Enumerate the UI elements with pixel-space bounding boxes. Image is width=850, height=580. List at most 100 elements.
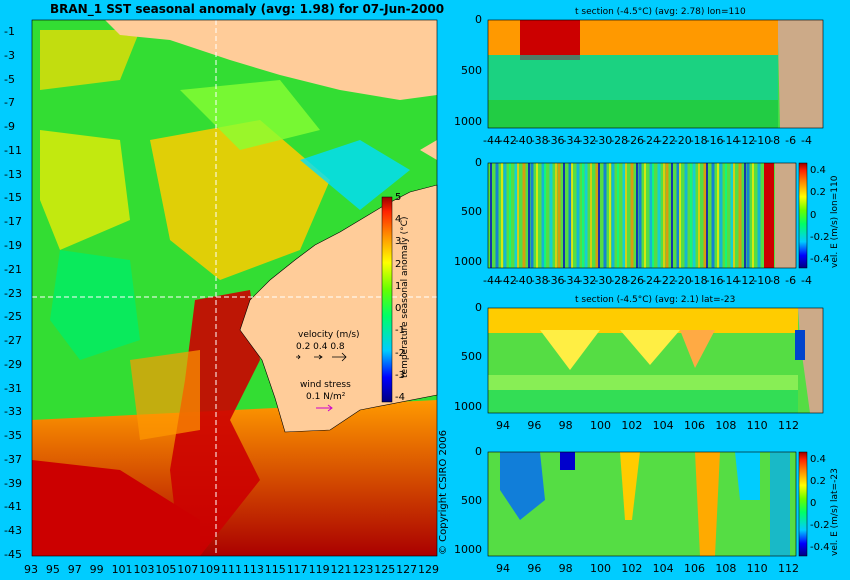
section-x-tick: -40	[514, 134, 533, 147]
section-x-tick: -16	[705, 134, 724, 147]
map-colorbar-tick: -2	[395, 347, 405, 359]
velocity-stripe	[541, 163, 545, 268]
p1-hot-core	[520, 20, 580, 60]
indonesia-land	[105, 20, 437, 100]
section-x-tick: 102	[621, 562, 643, 575]
map-y-tick: -27	[4, 334, 22, 348]
velocity-stripe	[495, 163, 499, 268]
p4-westward-core-1	[500, 452, 545, 520]
map-x-tick: 93	[24, 563, 38, 576]
section-x-tick: -14	[721, 134, 740, 147]
map-colorbar-tick: 2	[395, 258, 402, 270]
section-x-tick: 108	[715, 562, 737, 575]
section-x-tick: 104	[652, 562, 674, 575]
section-x-tick: -44	[483, 274, 501, 287]
p2-colorbar-gradient	[798, 162, 808, 269]
velocity-stripe	[649, 163, 653, 268]
velocity-stripe	[703, 163, 707, 268]
map-title: BRAN_1 SST seasonal anomaly (avg: 1.98) …	[50, 2, 445, 16]
velocity-stripe	[528, 163, 530, 268]
section-y-tick: 1000	[454, 542, 482, 556]
section-x-tick: 108	[715, 419, 737, 432]
west-green-patch	[50, 250, 140, 360]
p4-coastal-band	[770, 452, 790, 556]
map-y-tick: -37	[4, 452, 22, 466]
velocity-stripe	[733, 163, 735, 268]
p3-title: t section (-4.5°C) (avg: 2.1) lat=-23	[575, 295, 736, 305]
velocity-stripe	[517, 163, 519, 268]
velocity-stripe	[625, 163, 627, 268]
central-warm-patch	[150, 120, 330, 280]
p4-colorbar-gradient	[798, 451, 808, 557]
section-x-tick: 110	[746, 562, 768, 575]
velocity-stripe	[711, 163, 715, 268]
map-x-tick: 125	[374, 563, 396, 576]
p1-title: t section (-4.5°C) (avg: 2.78) lon=110	[575, 7, 746, 17]
map-colorbar-tick: -1	[395, 325, 405, 337]
map-colorbar-tick: -4	[395, 392, 405, 403]
sst-map	[31, 19, 438, 557]
velocity-legend-values: 0.2 0.4 0.8	[296, 342, 345, 352]
velocity-stripe	[644, 163, 646, 268]
p2-boundary-jet	[764, 163, 774, 268]
t-section-lat-panel	[487, 307, 824, 414]
section-x-tick: -4	[801, 274, 812, 287]
map-x-tick: 105	[155, 563, 177, 576]
section-x-tick: -12	[737, 134, 756, 147]
north-light-patch	[180, 80, 320, 150]
map-y-tick: -1	[4, 25, 15, 38]
velocity-stripe	[544, 163, 546, 268]
section-x-tick: -8	[769, 274, 781, 287]
section-colorbar-tick: -0.4	[810, 254, 830, 265]
section-x-tick: 112	[778, 419, 799, 432]
velocity-stripe	[725, 163, 727, 268]
map-y-tick: -33	[4, 405, 22, 419]
section-y-tick: 0	[475, 13, 482, 26]
p3-mid-band	[488, 375, 798, 390]
section-x-tick: 96	[527, 419, 542, 432]
section-x-tick: -44	[483, 134, 501, 147]
p4-colorbar-label: vel. E (m/s) lat=-23	[830, 468, 840, 556]
p3-frame	[487, 307, 824, 414]
map-colorbar-tick: 0	[395, 303, 402, 315]
velocity-legend-arrows	[296, 352, 347, 362]
velocity-stripe	[692, 163, 696, 268]
map-x-tick: 107	[177, 563, 199, 576]
map-y-tick: -11	[4, 143, 22, 157]
arrow-0.2	[296, 354, 301, 360]
map-x-tick: 111	[221, 563, 243, 576]
velocity-stripe	[530, 163, 534, 268]
map-x-tick: 123	[352, 563, 374, 576]
section-x-tick: -40	[514, 274, 533, 287]
southwest-orange-patch	[130, 350, 200, 440]
p3-cool-slope	[795, 330, 805, 360]
p1-mid-cool	[488, 55, 778, 100]
map-y-tick: -7	[4, 96, 15, 110]
velocity-stripe	[503, 163, 507, 268]
v-section-lat-panel	[487, 451, 808, 557]
section-x-tick: 102	[621, 419, 643, 432]
section-x-tick: 100	[590, 419, 611, 432]
arrow-0.4	[314, 354, 323, 360]
section-x-tick: -4	[801, 134, 812, 147]
velocity-stripe	[514, 163, 518, 268]
section-x-tick: -36	[546, 274, 565, 287]
velocity-stripe	[665, 163, 669, 268]
velocity-stripe	[557, 163, 561, 268]
velocity-stripe	[603, 163, 607, 268]
map-x-tick: 127	[396, 563, 418, 576]
map-y-tick: -13	[4, 167, 22, 181]
velocity-stripe	[698, 163, 700, 268]
map-colorbar-tick: 5	[395, 192, 402, 203]
section-x-tick: -34	[562, 134, 581, 147]
section-y-tick: 0	[475, 301, 482, 314]
map-y-tick: -43	[4, 524, 22, 538]
velocity-stripe	[582, 163, 584, 268]
velocity-stripe	[590, 163, 592, 268]
velocity-stripe	[690, 163, 692, 268]
map-y-tick: -25	[4, 310, 22, 324]
velocity-stripe	[509, 163, 511, 268]
p2-frame	[487, 162, 797, 269]
p4-westward-core-2	[560, 452, 575, 470]
velocity-stripe	[563, 163, 565, 268]
